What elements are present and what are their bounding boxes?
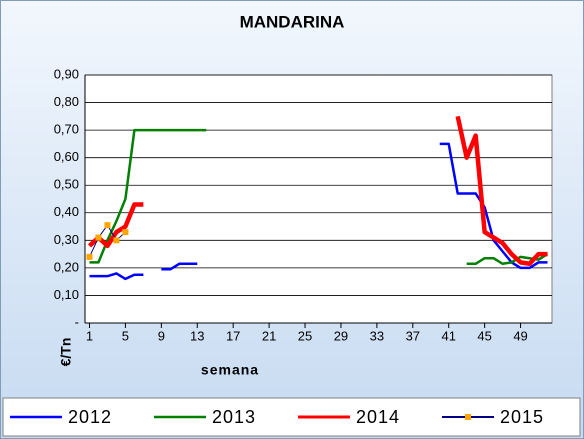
plot-area: [84, 74, 553, 324]
x-tick-label: 1: [86, 328, 93, 343]
x-tick-label: 49: [513, 328, 527, 343]
x-tick-label: 5: [122, 328, 129, 343]
x-tick-label: 13: [190, 328, 204, 343]
x-tick-label: 25: [298, 328, 312, 343]
x-tick-label: 45: [477, 328, 491, 343]
y-tick-label: 0,40: [54, 204, 79, 219]
legend-label: 2013: [212, 407, 256, 427]
y-tick-label: 0,30: [54, 232, 79, 247]
legend-label: 2015: [500, 407, 544, 427]
series-marker: [95, 234, 102, 241]
y-tick-label: 0,50: [54, 177, 79, 192]
x-tick-label: 21: [262, 328, 276, 343]
legend-label: 2014: [356, 407, 400, 427]
series-marker: [86, 253, 93, 260]
y-tick-label: -: [75, 314, 79, 329]
x-tick-label: 9: [158, 328, 165, 343]
x-tick-label: 37: [406, 328, 420, 343]
series-marker: [122, 229, 129, 236]
y-tick-label: 0,80: [54, 94, 79, 109]
x-tick-label: 41: [441, 328, 455, 343]
y-axis-label: €/Tn: [58, 338, 74, 367]
y-tick-label: 0,90: [54, 66, 79, 81]
x-tick-label: 17: [226, 328, 240, 343]
x-axis-label: semana: [201, 362, 259, 378]
y-tick-label: 0,10: [54, 287, 79, 302]
x-tick-label: 33: [370, 328, 384, 343]
series-line: [89, 142, 548, 281]
legend-label: 2012: [68, 407, 112, 427]
series-marker: [113, 237, 120, 244]
x-tick-label: 29: [334, 328, 348, 343]
y-tick-label: 0,20: [54, 259, 79, 274]
legend-marker: [465, 414, 471, 420]
y-tick-label: 0,60: [54, 149, 79, 164]
chart-title: MANDARINA: [240, 12, 345, 31]
series-marker: [104, 222, 111, 229]
y-tick-label: 0,70: [54, 122, 79, 137]
